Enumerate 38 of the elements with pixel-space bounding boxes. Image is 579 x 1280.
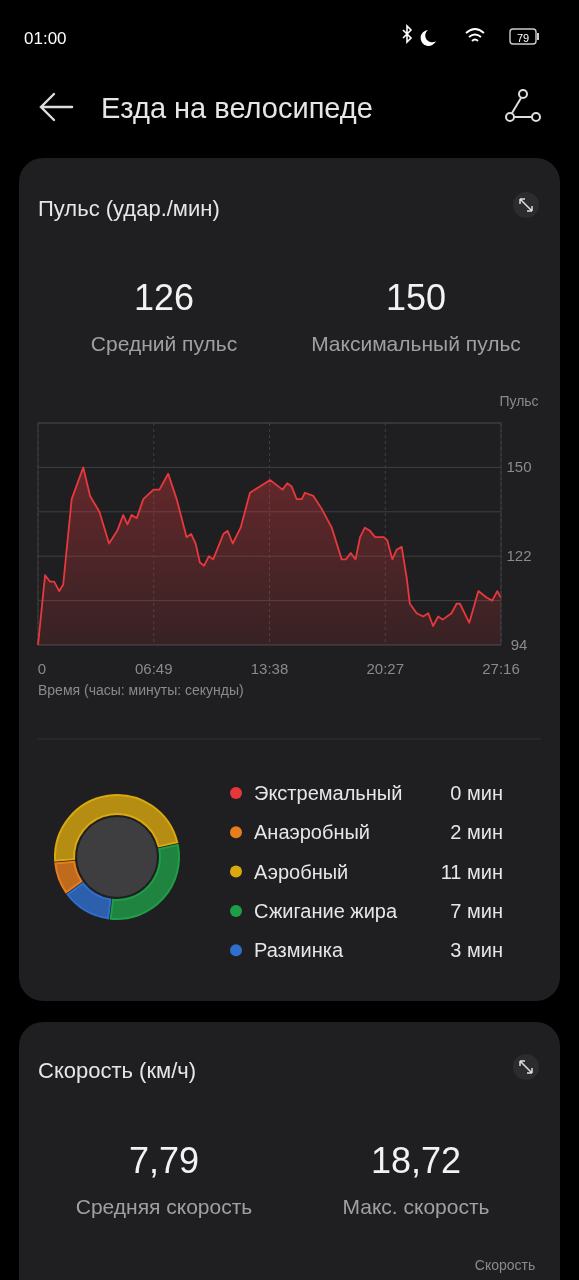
x-axis-title: Время (часы: минуты: секунды) <box>38 682 244 698</box>
text: Макс. скорость <box>342 1195 490 1218</box>
data-label: 11 мин <box>440 860 503 883</box>
donut-slice <box>54 794 179 862</box>
donut-slice <box>54 860 83 894</box>
text: 126 <box>133 277 195 318</box>
y-tick-label: 122 <box>506 547 532 565</box>
legend-label: Сжигание жира <box>254 899 398 922</box>
x-tick-label: 0 <box>37 660 47 677</box>
legend-label: Анаэробный <box>254 821 371 844</box>
text: Средняя скорость <box>75 1195 253 1218</box>
donut-slice <box>109 843 180 920</box>
x-tick-label: 20:27 <box>366 660 405 677</box>
text: 7,79 <box>128 1140 200 1181</box>
legend-label: Разминка <box>254 939 344 962</box>
text: Скорость (км/ч) <box>38 1058 197 1083</box>
text: Скорость <box>474 1257 536 1273</box>
donut-slice <box>66 882 112 920</box>
text: 0 мин <box>450 782 503 804</box>
y-tick-label: 94 <box>510 636 528 653</box>
y-axis-title: Пульс <box>499 393 539 409</box>
text: 150 <box>385 277 447 318</box>
data-label: 2 мин <box>450 821 503 844</box>
data-label: 3 мин <box>450 939 503 962</box>
data-label: 7 мин <box>450 899 503 922</box>
x-tick-label: 13:38 <box>250 660 289 677</box>
text: Езда на велосипеде <box>101 92 373 124</box>
text: 01:00 <box>24 29 67 48</box>
text: 79 <box>516 31 530 44</box>
legend-label: Экстремальный <box>254 782 403 804</box>
x-tick-label: 27:16 <box>482 660 520 677</box>
text: 18,72 <box>370 1140 462 1181</box>
text: Средний пульс <box>90 332 238 355</box>
text: Максимальный пульс <box>311 332 521 355</box>
legend-label: Аэробный <box>254 860 349 883</box>
chart-title: Пульс (удар./мин) <box>38 196 220 221</box>
x-tick-label: 06:49 <box>134 660 173 677</box>
y-tick-label: 150 <box>506 458 532 476</box>
